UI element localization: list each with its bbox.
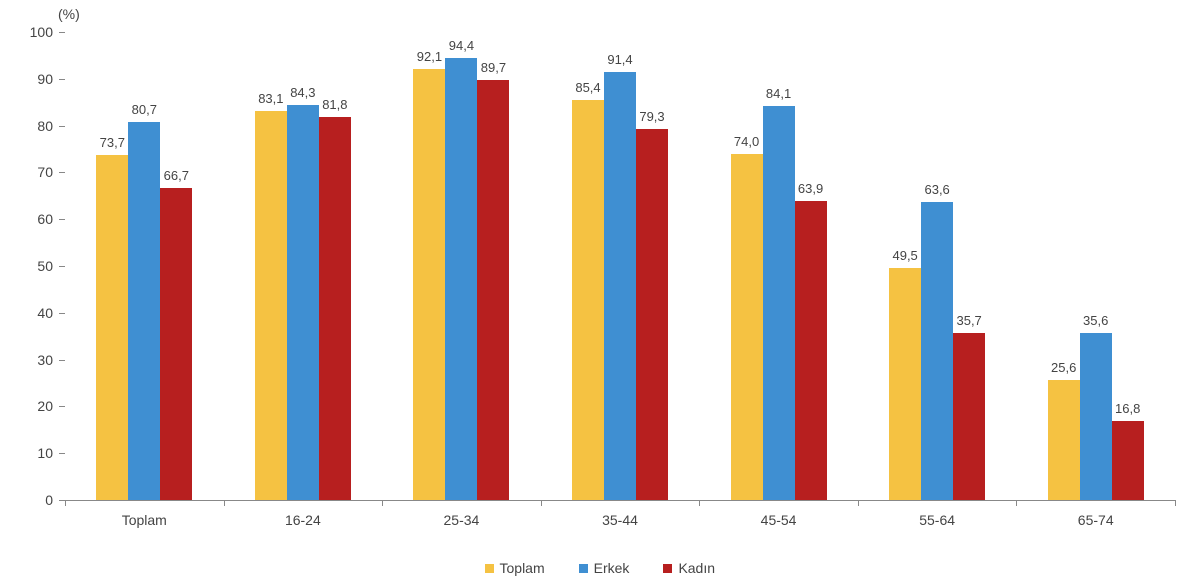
bar-value-label: 16,8 [1115,401,1140,416]
bar-value-label: 66,7 [164,168,189,183]
x-tick-mark [1016,500,1017,506]
bar [1080,333,1112,500]
bar-value-label: 80,7 [132,102,157,117]
bar-value-label: 74,0 [734,134,759,149]
bar-value-label: 91,4 [607,52,632,67]
y-tick-label: 50 [23,258,53,274]
bar-value-label: 89,7 [481,60,506,75]
legend-item: Toplam [485,560,545,576]
bar [1112,421,1144,500]
bar [96,155,128,500]
bar [128,122,160,500]
y-tick-label: 80 [23,118,53,134]
x-category-label: 35-44 [602,512,638,528]
bar-value-label: 63,6 [924,182,949,197]
y-tick-mark [59,172,65,173]
y-tick-mark [59,79,65,80]
y-tick-mark [59,219,65,220]
bar-value-label: 85,4 [575,80,600,95]
y-tick-label: 100 [23,24,53,40]
y-tick-mark [59,32,65,33]
bar-value-label: 35,7 [956,313,981,328]
y-tick-label: 10 [23,445,53,461]
bar [604,72,636,500]
legend-label: Toplam [500,560,545,576]
x-tick-mark [858,500,859,506]
y-axis-title: (%) [58,6,80,22]
x-tick-mark [699,500,700,506]
y-tick-label: 90 [23,71,53,87]
x-tick-mark [382,500,383,506]
bar [160,188,192,500]
bar [731,154,763,500]
x-category-label: 65-74 [1078,512,1114,528]
bar [763,106,795,500]
bar [413,69,445,500]
bar [1048,380,1080,500]
x-category-label: 16-24 [285,512,321,528]
legend-item: Kadın [663,560,715,576]
bar-value-label: 73,7 [100,135,125,150]
legend-swatch [485,564,494,573]
chart-container: (%) Toplam Erkek Kadın 0 10 20 30 40 50 60 70 80 90… [0,0,1200,587]
y-tick-mark [59,406,65,407]
plot-area [65,32,1175,501]
y-tick-label: 20 [23,398,53,414]
bar [319,117,351,500]
bar [477,80,509,500]
bar [572,100,604,500]
legend-label: Erkek [594,560,630,576]
bar-value-label: 49,5 [892,248,917,263]
legend: Toplam Erkek Kadın [485,560,716,576]
bar-value-label: 81,8 [322,97,347,112]
x-category-label: 45-54 [761,512,797,528]
y-tick-mark [59,360,65,361]
x-tick-mark [65,500,66,506]
y-tick-label: 30 [23,352,53,368]
bar [795,201,827,500]
bar-value-label: 84,3 [290,85,315,100]
legend-label: Kadın [678,560,715,576]
y-tick-mark [59,126,65,127]
x-category-label: 25-34 [444,512,480,528]
bar [921,202,953,500]
x-tick-mark [1175,500,1176,506]
y-tick-label: 40 [23,305,53,321]
legend-swatch [663,564,672,573]
bar [636,129,668,500]
x-category-label: 55-64 [919,512,955,528]
y-tick-label: 60 [23,211,53,227]
bar-value-label: 83,1 [258,91,283,106]
x-tick-mark [224,500,225,506]
bar-value-label: 84,1 [766,86,791,101]
x-category-label: Toplam [122,512,167,528]
bar [889,268,921,500]
bar [445,58,477,500]
bar [287,105,319,500]
bar-value-label: 35,6 [1083,313,1108,328]
y-tick-mark [59,453,65,454]
bar-value-label: 63,9 [798,181,823,196]
x-tick-mark [541,500,542,506]
legend-item: Erkek [579,560,630,576]
bar-value-label: 92,1 [417,49,442,64]
legend-swatch [579,564,588,573]
y-tick-mark [59,313,65,314]
bar [255,111,287,500]
bar-value-label: 79,3 [639,109,664,124]
bar [953,333,985,500]
bar-value-label: 25,6 [1051,360,1076,375]
y-tick-label: 70 [23,164,53,180]
y-tick-label: 0 [23,492,53,508]
bar-value-label: 94,4 [449,38,474,53]
y-tick-mark [59,266,65,267]
